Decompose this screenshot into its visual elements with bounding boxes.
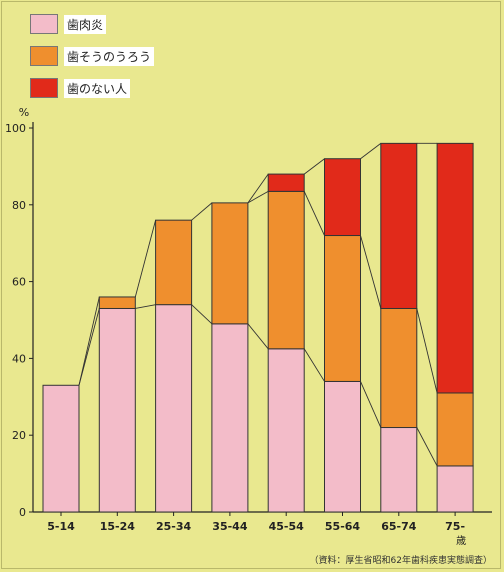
x-tick-label: 5-14	[47, 520, 75, 533]
bar-segment	[267, 173, 305, 192]
bar-segment	[436, 142, 474, 394]
legend-swatch-gingivitis	[30, 14, 58, 34]
bar-segment	[267, 348, 305, 513]
bar-segment	[324, 380, 361, 513]
bar-segment	[324, 235, 361, 382]
bar-segment	[98, 307, 136, 513]
connector-line	[191, 304, 213, 325]
x-tick-label: 15-24	[100, 520, 136, 533]
bar-segment	[436, 392, 474, 467]
legend-label-gingivitis: 歯肉炎	[64, 14, 107, 34]
legend-swatch-toothless	[30, 78, 58, 98]
connector-line	[416, 308, 438, 394]
legend-item-toothless: 歯のない人	[30, 74, 154, 102]
x-tick-label: 65-74	[381, 520, 417, 533]
legend-label-periodontitis: 歯そうのうろう	[64, 46, 155, 66]
x-tick-label: 45-54	[269, 520, 305, 533]
y-tick-label: 0	[19, 506, 26, 519]
legend-label-toothless: 歯のない人	[64, 78, 131, 98]
connector-line	[135, 304, 156, 309]
connector-line	[247, 173, 269, 204]
bar-segment	[380, 142, 418, 309]
connector-line	[360, 143, 382, 160]
y-tick-label: 60	[12, 276, 26, 289]
connector-line	[303, 191, 325, 236]
y-unit-label: %	[19, 106, 29, 119]
legend: 歯肉炎 歯そうのうろう 歯のない人	[30, 10, 155, 106]
x-tick-label: 75-	[445, 520, 465, 533]
bar-segment	[436, 465, 474, 513]
legend-item-gingivitis: 歯肉炎	[30, 10, 154, 38]
bar-segment	[155, 304, 193, 513]
legend-swatch-periodontitis	[30, 46, 58, 66]
connector-line	[303, 348, 325, 382]
bar-segment	[380, 307, 418, 429]
bar-segment	[211, 323, 249, 513]
connector-line	[78, 296, 100, 386]
connector-line	[191, 202, 213, 221]
x-tick-label: 35-44	[212, 520, 248, 533]
source-note: （資料：厚生省昭和62年歯科疾患実態調査）	[309, 556, 492, 566]
bar-segment	[324, 158, 361, 237]
connector-line	[134, 220, 157, 298]
x-tick-label: 55-64	[325, 520, 361, 533]
bar-segment	[42, 384, 80, 513]
y-tick-label: 100	[5, 122, 26, 135]
y-tick-label: 80	[12, 199, 26, 212]
y-tick-label: 20	[12, 429, 26, 442]
connector-line	[247, 323, 269, 350]
y-tick-label: 40	[12, 352, 26, 365]
connector-line	[247, 190, 269, 204]
connector-line	[303, 158, 325, 175]
age-suffix-label: 歳	[456, 535, 466, 547]
bar-segment	[211, 202, 249, 325]
bar-segment	[380, 427, 418, 513]
bar-segment	[267, 190, 305, 350]
x-tick-label: 25-34	[156, 520, 192, 533]
connector-line	[360, 381, 382, 428]
connector-line	[360, 235, 382, 309]
connector-line	[416, 427, 438, 467]
bar-segment	[155, 219, 193, 306]
legend-item-periodontitis: 歯そうのうろう	[30, 42, 155, 70]
bar-segment	[98, 296, 136, 309]
